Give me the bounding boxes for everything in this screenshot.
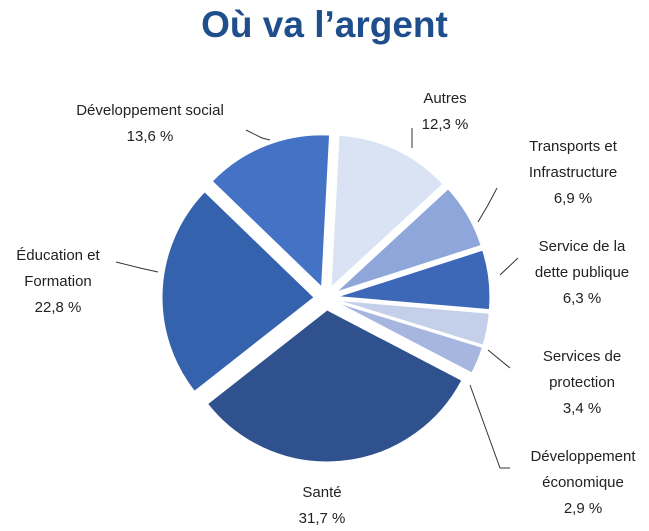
- category-label: Autres: [423, 90, 467, 107]
- leader-line: [245, 129, 271, 141]
- slice-label: Autres 12,3 %: [400, 86, 490, 138]
- pie-slice: [336, 188, 482, 293]
- slice-label: Santé 31,7 %: [272, 480, 372, 531]
- value-label: 13,6 %: [126, 128, 174, 145]
- value-label: 31,7 %: [298, 510, 346, 527]
- leader-line: [477, 187, 498, 223]
- leader-line: [487, 349, 511, 369]
- value-label: 6,9 %: [553, 190, 593, 207]
- category-label: Transports et Infrastructure: [528, 138, 618, 181]
- value-label: 22,8 %: [34, 299, 82, 316]
- pie-slice: [330, 134, 444, 289]
- category-label: Services de protection: [542, 348, 622, 391]
- slice-label: Développement économique 2,9 %: [513, 444, 649, 522]
- value-label: 6,3 %: [562, 290, 602, 307]
- slice-label: Développement social 13,6 %: [50, 98, 250, 150]
- value-label: 12,3 %: [421, 116, 469, 133]
- leader-lines: [115, 128, 519, 469]
- pie-slice: [211, 134, 331, 288]
- slice-label: Services de protection 3,4 %: [522, 344, 642, 422]
- chart-title: Où va l’argent: [201, 4, 448, 45]
- leader-line: [115, 261, 159, 273]
- category-label: Éducation et Formation: [16, 247, 100, 290]
- category-label: Développement social: [76, 102, 224, 119]
- leader-line: [499, 257, 519, 276]
- pie-slice: [336, 302, 483, 374]
- slice-label: Éducation et Formation 22,8 %: [3, 243, 113, 321]
- pie-slice: [337, 299, 490, 346]
- leader-line: [469, 384, 510, 469]
- pie-slice: [206, 309, 463, 463]
- slice-label: Transports et Infrastructure 6,9 %: [508, 134, 638, 212]
- value-label: 3,4 %: [562, 400, 602, 417]
- category-label: Développement économique: [530, 448, 636, 491]
- pie-slice: [337, 249, 491, 311]
- category-label: Santé: [302, 484, 342, 501]
- category-label: Service de la dette publique: [534, 238, 630, 281]
- slice-label: Service de la dette publique 6,3 %: [522, 234, 642, 312]
- pie-slice: [161, 191, 315, 393]
- value-label: 2,9 %: [563, 500, 603, 517]
